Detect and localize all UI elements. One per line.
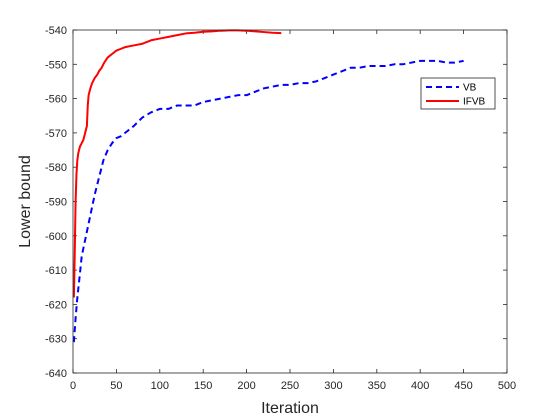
legend-box xyxy=(420,77,496,110)
series-layer xyxy=(72,29,464,343)
x-tick-label: 350 xyxy=(368,380,386,392)
legend-label-ifvb: IFVB xyxy=(463,97,486,108)
legend: VB IFVB xyxy=(420,77,496,110)
y-tick-label: -640 xyxy=(45,368,67,380)
y-tick-label: -560 xyxy=(45,94,67,106)
y-axis-title: Lower bound xyxy=(17,155,34,248)
y-tick-label: -610 xyxy=(45,265,67,277)
x-tick-label: 150 xyxy=(194,380,212,392)
x-tick-label: 50 xyxy=(110,380,122,392)
y-tick-label: -600 xyxy=(45,231,67,243)
y-tick-label: -580 xyxy=(45,162,67,174)
series-line-ifvb xyxy=(72,29,282,298)
y-tick-label: -540 xyxy=(45,25,67,37)
x-tick-label: 450 xyxy=(454,380,472,392)
x-tick-label: 0 xyxy=(70,380,76,392)
x-tick-label: 300 xyxy=(324,380,342,392)
x-tick-label: 400 xyxy=(411,380,429,392)
y-tick-label: -550 xyxy=(45,59,67,71)
y-tick-label: -590 xyxy=(45,197,67,209)
x-tick-label: 500 xyxy=(498,380,516,392)
y-tick-label: -620 xyxy=(45,299,67,311)
x-tick-label: 200 xyxy=(237,380,255,392)
y-tick-label: -570 xyxy=(45,128,67,140)
plot-frame xyxy=(72,29,508,374)
x-tick-label: 250 xyxy=(281,380,299,392)
x-axis-title: Iteration xyxy=(261,400,319,417)
y-tick-label: -630 xyxy=(45,334,67,346)
x-tick-label: 100 xyxy=(151,380,169,392)
legend-label-vb: VB xyxy=(463,83,477,94)
axis-ticks: 0 50 100 150 200 250 300 350 400 450 500 -640 -630 -6… xyxy=(45,25,516,392)
series-line-vb xyxy=(72,59,464,343)
